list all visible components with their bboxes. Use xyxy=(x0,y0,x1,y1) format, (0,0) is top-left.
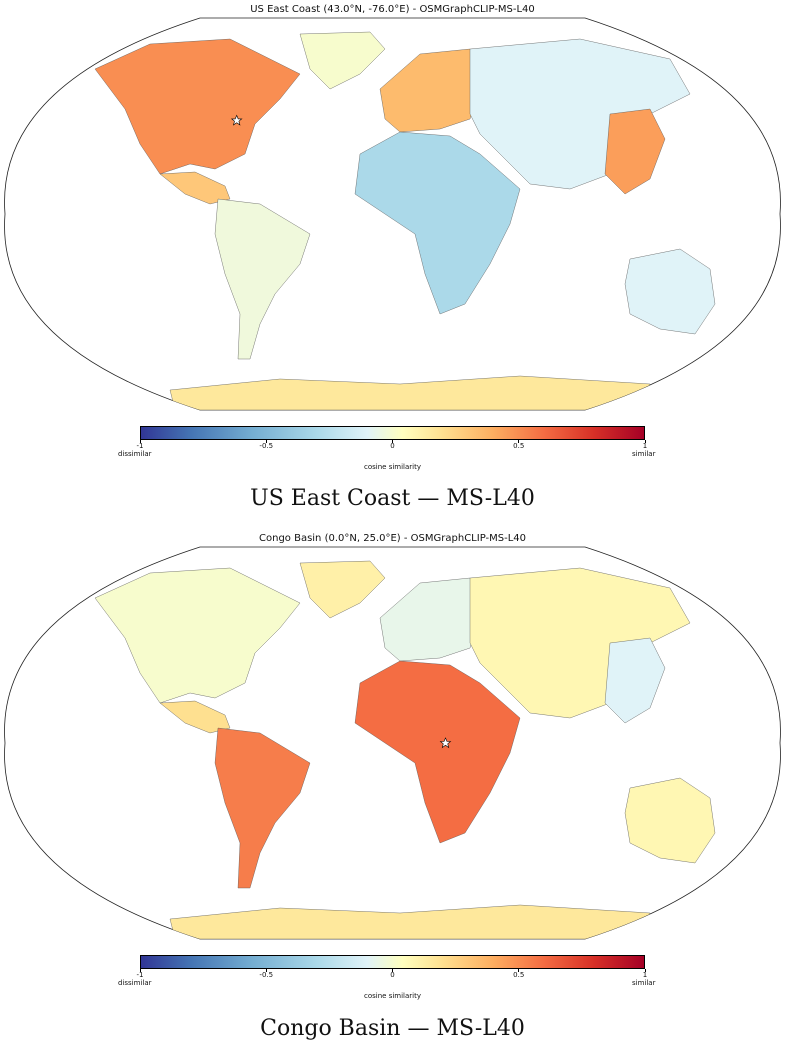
map-title: US East Coast (43.0°N, -76.0°E) - OSMGra… xyxy=(250,4,535,15)
colorbar-tick-label: 0.5 xyxy=(513,971,525,979)
colorbar-tick-mark xyxy=(265,969,267,972)
dissimilar-label: dissimilar xyxy=(118,979,152,987)
colorbar-tick-label: 0 xyxy=(390,971,395,979)
dissimilar-label: dissimilar xyxy=(118,450,152,458)
figure-caption: Congo Basin — MS-L40 xyxy=(260,1016,525,1041)
region-australia xyxy=(624,248,716,335)
region-east-asia xyxy=(604,637,666,724)
colorbar xyxy=(140,426,645,440)
region-australia xyxy=(624,777,716,864)
similar-label: similar xyxy=(632,979,656,987)
colorbar xyxy=(140,955,645,969)
region-north-america xyxy=(94,38,301,175)
region-central-america xyxy=(159,171,231,205)
region-north-america xyxy=(94,567,301,704)
colorbar-tick-mark xyxy=(518,969,520,972)
region-antarctica xyxy=(169,375,651,410)
map-panel-us-east-coast: US East Coast (43.0°N, -76.0°E) - OSMGra… xyxy=(4,4,781,511)
colorbar-tick-mark xyxy=(265,440,267,443)
region-east-asia xyxy=(604,108,666,195)
colorbar-tick-mark xyxy=(644,440,646,443)
map-title: Congo Basin (0.0°N, 25.0°E) - OSMGraphCL… xyxy=(259,533,526,544)
figure-caption: US East Coast — MS-L40 xyxy=(250,486,535,511)
colorbar-tick-label: -1 xyxy=(136,971,144,979)
region-greenland xyxy=(299,560,386,619)
region-central-america xyxy=(159,700,231,734)
colorbar-tick-mark xyxy=(392,440,393,443)
region-south-america xyxy=(214,727,311,889)
similar-label: similar xyxy=(632,450,656,458)
world-map xyxy=(4,546,781,940)
colorbar-tick-label: -0.5 xyxy=(259,971,274,979)
colorbar-tick-mark xyxy=(139,440,141,443)
region-greenland xyxy=(299,31,386,90)
colorbar-tick-mark xyxy=(518,440,520,443)
region-antarctica xyxy=(169,904,651,939)
region-europe xyxy=(379,577,481,662)
colorbar-tick-label: -0.5 xyxy=(259,442,274,450)
location-star xyxy=(439,737,452,749)
colorbar-label: cosine similarity xyxy=(364,992,421,1000)
colorbar-tick-label: 0 xyxy=(390,442,395,450)
location-star xyxy=(230,114,243,126)
world-map xyxy=(4,17,781,411)
colorbar-tick-mark xyxy=(139,969,141,972)
region-europe xyxy=(379,48,481,133)
colorbar-tick-label: 1 xyxy=(642,971,648,979)
colorbar-tick-mark xyxy=(392,969,393,972)
colorbar-label: cosine similarity xyxy=(364,463,421,471)
region-africa xyxy=(354,660,521,844)
colorbar-tick-mark xyxy=(644,969,646,972)
colorbar-tick-label: 0.5 xyxy=(513,442,525,450)
region-south-america xyxy=(214,198,311,360)
region-africa xyxy=(354,131,521,315)
colorbar-tick-label: -1 xyxy=(136,442,144,450)
map-panel-congo-basin: Congo Basin (0.0°N, 25.0°E) - OSMGraphCL… xyxy=(0,530,785,1045)
colorbar-tick-label: 1 xyxy=(642,442,648,450)
